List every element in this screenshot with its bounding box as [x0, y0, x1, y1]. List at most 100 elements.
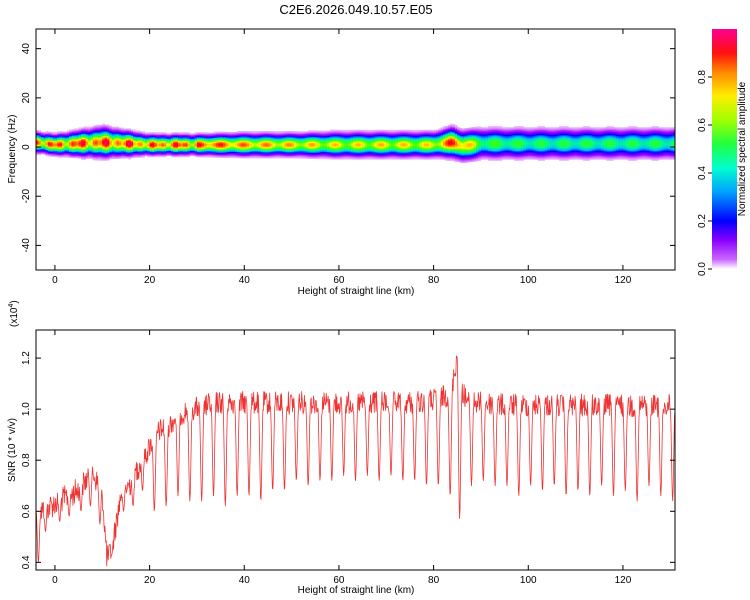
spectrogram-cell	[303, 137, 307, 140]
spectrogram-cell	[412, 153, 415, 155]
spectrogram-cell	[111, 153, 115, 156]
spectrogram-cell	[71, 133, 75, 135]
spectrogram-cell	[99, 130, 103, 133]
spectrogram-cell	[194, 133, 198, 136]
spectrogram-cell	[249, 156, 252, 159]
spectrogram-cell	[232, 139, 236, 141]
spectrogram-cell	[440, 129, 444, 132]
spectrogram-cell	[301, 141, 304, 143]
spectrogram-cell	[71, 154, 75, 156]
spectrogram-cell	[395, 145, 399, 148]
spectrogram-cell	[102, 140, 105, 143]
spectrogram-cell	[346, 132, 349, 134]
spectrogram-cell	[327, 156, 330, 159]
spectrogram-cell	[324, 144, 328, 146]
spectrogram-cell	[47, 152, 51, 154]
spectrogram-cell	[78, 142, 82, 144]
spectrogram-cell	[447, 147, 451, 149]
spectrogram-cell	[151, 143, 155, 145]
spectrogram-cell	[405, 137, 408, 139]
spectrogram-cell	[296, 157, 299, 159]
spectrogram-cell	[284, 149, 288, 152]
spectrogram-cell	[317, 147, 321, 150]
spectrogram-cell	[334, 133, 337, 135]
spectrogram-cell	[52, 153, 56, 155]
spectrogram-cell	[227, 147, 231, 150]
spectrogram-cell	[459, 152, 463, 155]
spectrogram-cell	[305, 133, 309, 136]
spectrogram-cell	[201, 155, 205, 158]
spectrogram-cell	[343, 145, 347, 148]
spectrogram-cell	[504, 144, 508, 147]
spectrogram-cell	[76, 155, 79, 158]
spectrogram-cell	[69, 146, 72, 149]
spectrogram-cell	[85, 131, 89, 134]
spectrogram-cell	[490, 150, 494, 153]
spectrogram-cell	[135, 131, 139, 134]
spectrogram-cell	[204, 143, 207, 146]
spectrogram-cell	[485, 144, 489, 147]
spectrogram-cell	[102, 126, 105, 128]
spectrogram-cell	[50, 153, 53, 156]
spectrogram-cell	[218, 152, 221, 155]
spectrogram-cell	[90, 151, 94, 153]
spectrogram-cell	[414, 134, 418, 137]
spectrogram-cell	[69, 153, 72, 156]
spectrogram-cell	[511, 134, 515, 137]
spectrogram-cell	[215, 131, 219, 134]
spectrogram-cell	[279, 137, 283, 139]
spectrogram-cell	[329, 141, 333, 144]
spectrogram-cell	[279, 144, 283, 147]
spectrogram-cell	[435, 139, 439, 142]
spectrogram-cell	[234, 151, 238, 154]
spectrogram-cell	[490, 139, 494, 142]
spectrogram-cell	[393, 137, 397, 139]
spectrogram-cell	[348, 151, 352, 154]
spectrogram-cell	[357, 144, 361, 147]
spectrogram-cell	[286, 147, 290, 149]
spectrogram-cell	[506, 137, 510, 139]
spectrogram-cell	[194, 138, 198, 140]
spectrogram-cell	[133, 141, 136, 144]
spectrogram-cell	[258, 147, 262, 149]
spectrogram-cell	[260, 133, 264, 136]
spectrogram-cell	[234, 146, 238, 149]
spectrogram-cell	[279, 150, 283, 153]
spectrogram-cell	[298, 139, 302, 142]
spectrogram-cell	[69, 145, 72, 147]
spectrogram-cell	[45, 147, 49, 149]
spectrogram-cell	[52, 134, 56, 137]
spectrogram-cell	[400, 150, 404, 153]
spectrogram-cell	[244, 137, 247, 139]
spectrogram-cell	[535, 148, 539, 150]
spectrogram-cell	[402, 147, 406, 149]
spectrogram-cell	[83, 144, 86, 147]
spectrogram-cell	[343, 144, 347, 147]
spectrogram-cell	[495, 145, 498, 148]
spectrogram-cell	[533, 132, 536, 134]
spectrogram-cell	[343, 140, 347, 143]
spectrogram-cell	[62, 136, 65, 138]
spectrogram-cell	[36, 142, 39, 144]
spectrogram-cell	[76, 130, 79, 133]
spectrogram-cell	[320, 136, 323, 139]
spectrogram-cell	[388, 154, 392, 156]
spectrogram-cell	[163, 147, 167, 149]
spectrogram-cell	[227, 149, 231, 151]
spectrogram-cell	[88, 138, 91, 141]
spectrogram-cell	[329, 155, 333, 157]
spectrogram-cell	[521, 126, 524, 128]
spectrogram-cell	[116, 151, 120, 153]
spectrogram-cell	[414, 154, 418, 156]
spectrogram-cell	[383, 138, 387, 140]
spectrogram-cell	[504, 145, 508, 148]
spectrogram-cell	[192, 138, 195, 140]
spectrogram-cell	[204, 142, 207, 144]
spectrogram-cell	[353, 129, 356, 132]
spectrogram-cell	[322, 135, 326, 138]
spectrogram-cell	[504, 148, 508, 150]
spectrogram-cell	[199, 153, 202, 155]
spectrogram-cell	[305, 138, 309, 141]
spectrogram-cell	[443, 147, 446, 149]
spectrogram-cell	[111, 135, 115, 137]
